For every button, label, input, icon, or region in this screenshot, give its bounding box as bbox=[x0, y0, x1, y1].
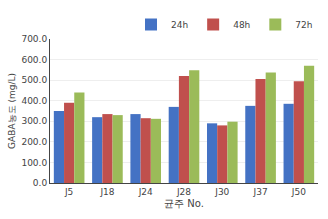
svg-text:300.0: 300.0 bbox=[21, 116, 47, 126]
svg-text:48h: 48h bbox=[233, 20, 250, 30]
svg-text:0.0: 0.0 bbox=[33, 178, 48, 188]
svg-text:72h: 72h bbox=[295, 20, 312, 30]
svg-text:200.0: 200.0 bbox=[21, 137, 47, 147]
svg-text:100.0: 100.0 bbox=[21, 158, 47, 168]
svg-text:J24: J24 bbox=[138, 187, 153, 197]
svg-text:700.0: 700.0 bbox=[21, 34, 47, 44]
svg-text:J18: J18 bbox=[99, 187, 114, 197]
svg-text:500.0: 500.0 bbox=[21, 75, 47, 85]
svg-text:J50: J50 bbox=[291, 187, 306, 197]
svg-text:J37: J37 bbox=[253, 187, 268, 197]
svg-text:J28: J28 bbox=[176, 187, 191, 197]
svg-text:J5: J5 bbox=[64, 187, 73, 197]
svg-text:24h: 24h bbox=[171, 20, 188, 30]
svg-text:400.0: 400.0 bbox=[21, 96, 47, 106]
svg-text:GABA농도 (mg/L): GABA농도 (mg/L) bbox=[7, 73, 17, 149]
svg-text:J30: J30 bbox=[214, 187, 229, 197]
svg-text:600.0: 600.0 bbox=[21, 55, 47, 65]
svg-text:균주 No.: 균주 No. bbox=[164, 198, 204, 209]
